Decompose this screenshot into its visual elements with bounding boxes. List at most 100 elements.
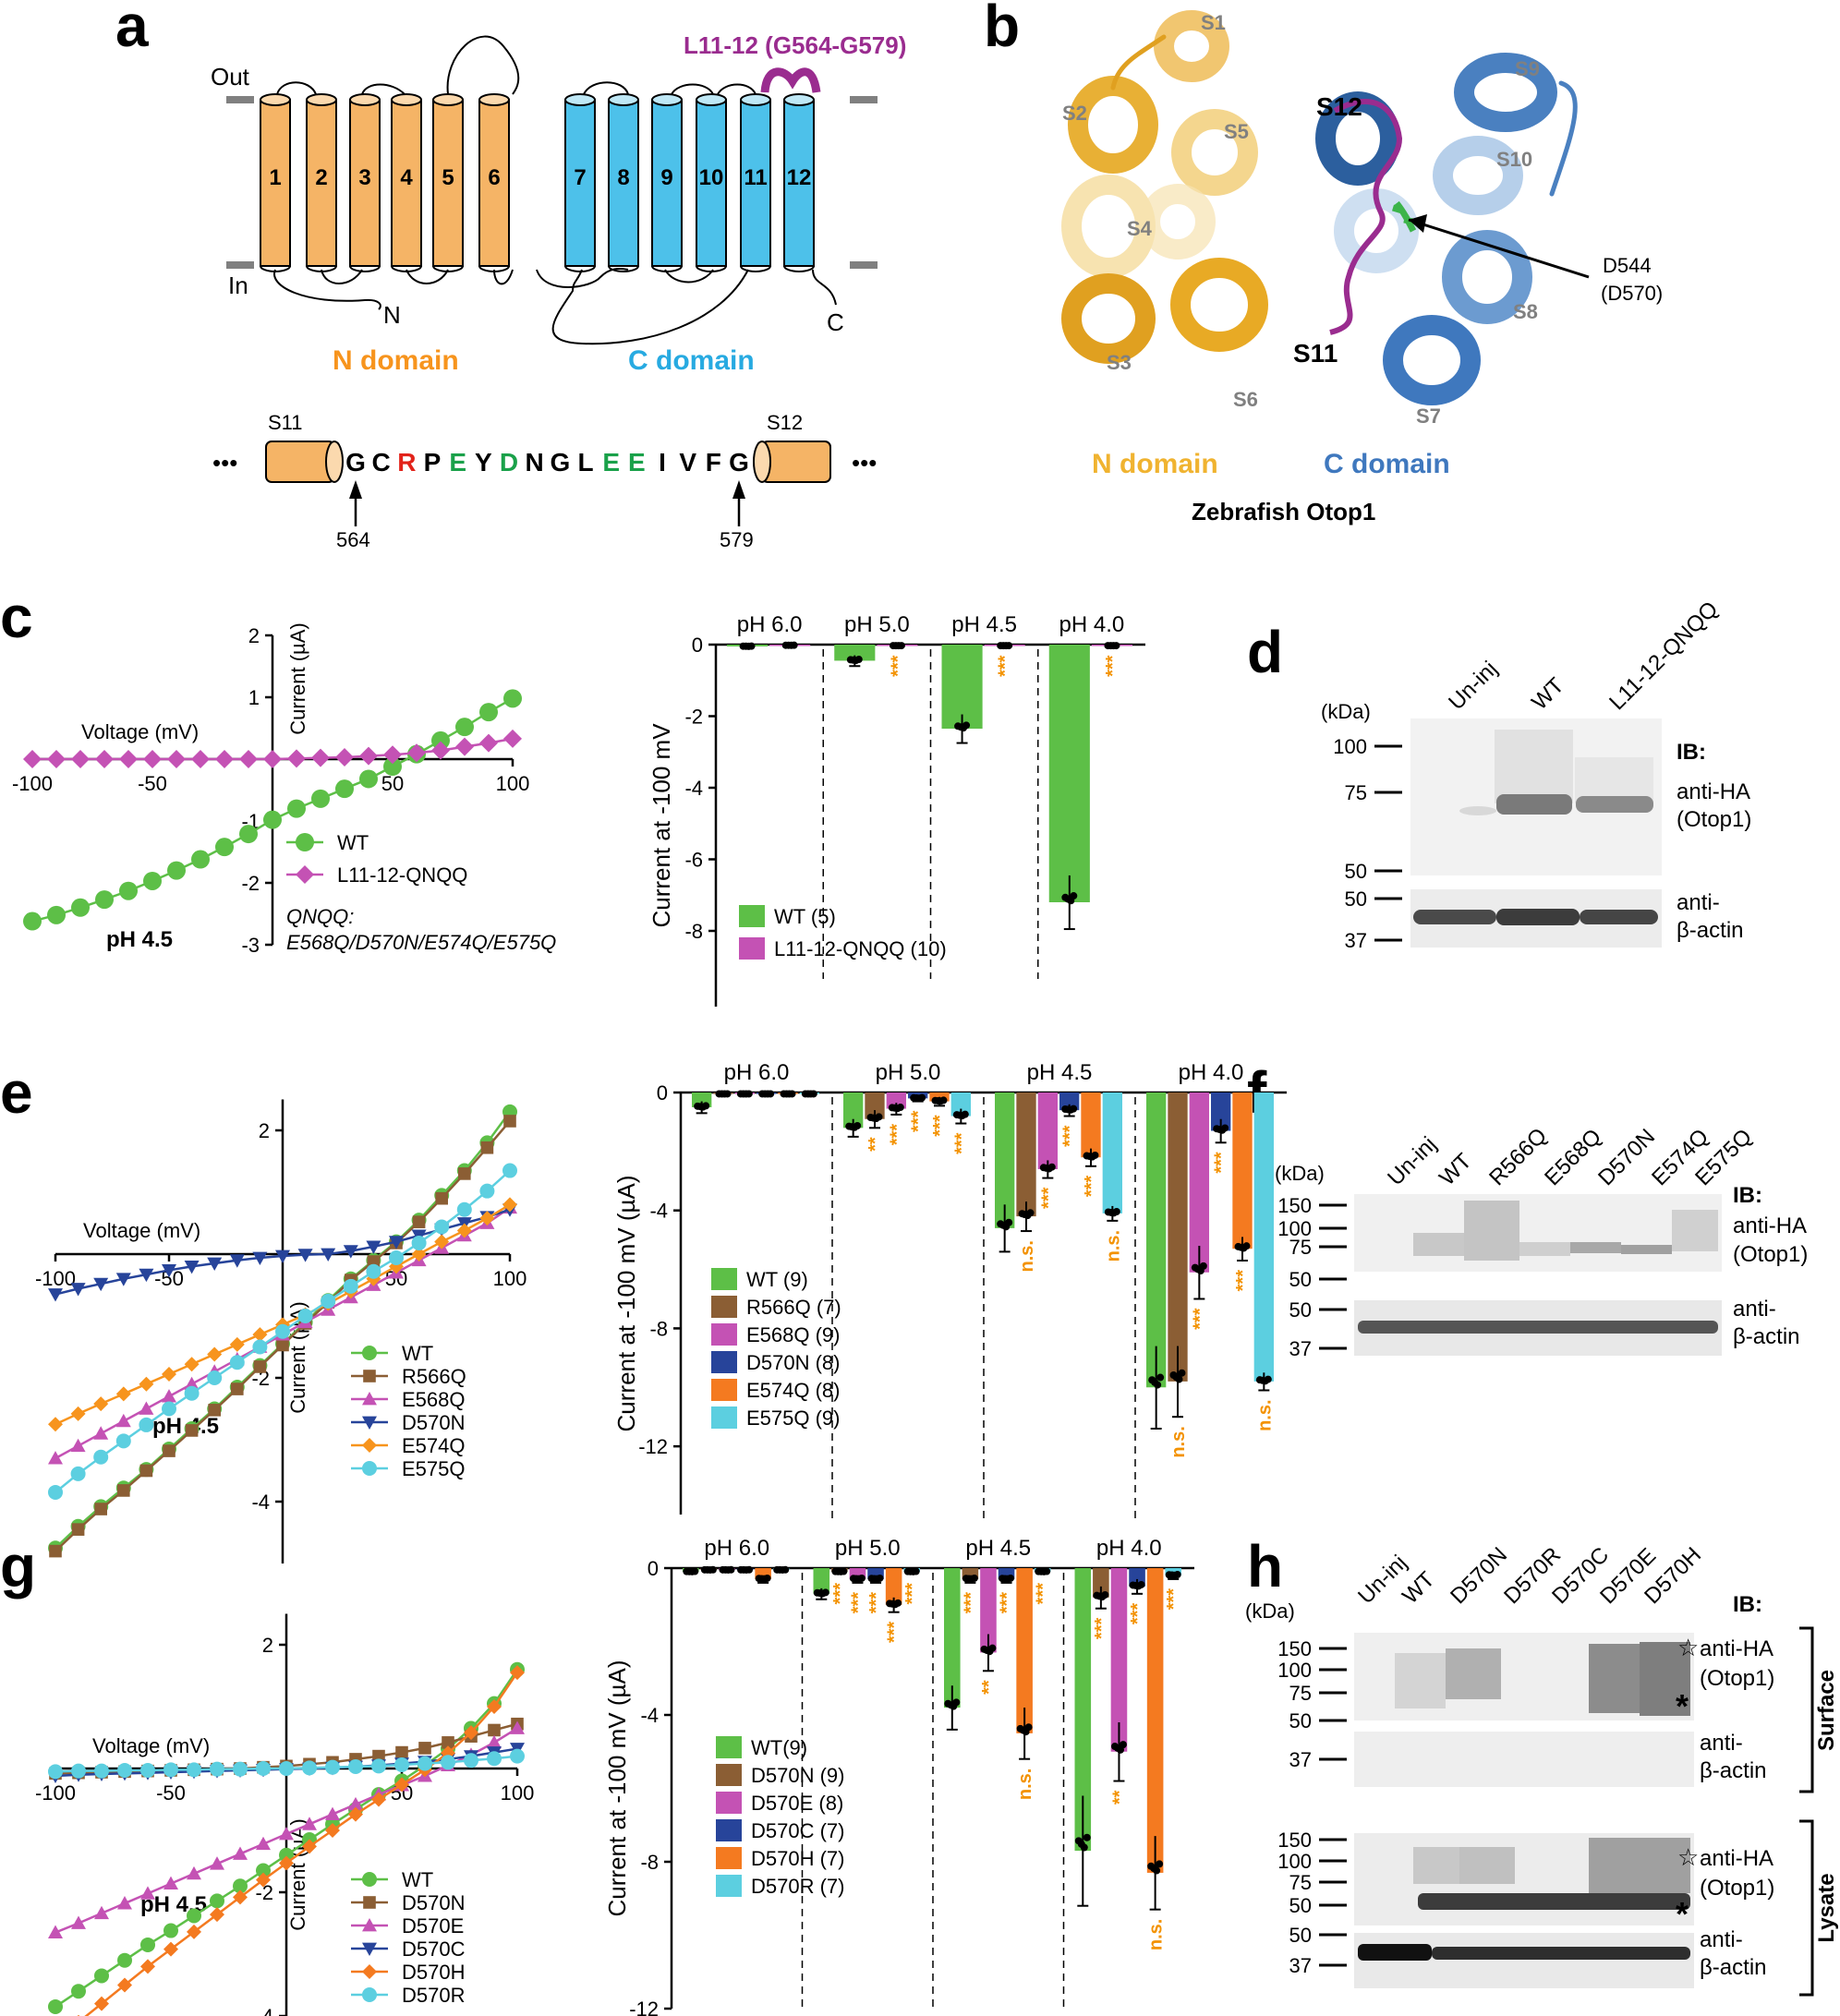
legend-label: WT(9)	[751, 1736, 807, 1759]
helix-3-cap	[349, 93, 381, 106]
data-point	[790, 641, 798, 649]
data-point	[1119, 1741, 1127, 1749]
marker-75: 75	[1345, 781, 1367, 804]
structure-label-s4: S4	[1127, 217, 1153, 240]
data-point	[348, 1806, 363, 1822]
significance-label: ***	[830, 1583, 851, 1605]
data-point	[207, 1257, 223, 1272]
category-label: pH 4.5	[951, 612, 1017, 637]
legend-marker	[296, 833, 314, 851]
data-point	[1154, 1381, 1162, 1389]
data-point	[163, 1923, 178, 1938]
legend-label: L11-12-QNQQ (10)	[774, 937, 947, 960]
legend-label: E568Q	[402, 1388, 466, 1411]
data-point	[1112, 642, 1120, 650]
data-point	[229, 1336, 245, 1352]
residue-573: L	[577, 448, 593, 477]
data-point	[187, 1908, 201, 1924]
significance-label: ***	[998, 1592, 1018, 1614]
bar	[1081, 1093, 1101, 1158]
bar	[1016, 1093, 1036, 1217]
data-point	[366, 1263, 381, 1279]
blot-f-otop1: (Otop1)	[1733, 1242, 1808, 1267]
legend-marker	[362, 1461, 377, 1476]
blot-h-lysate-otop1: (Otop1)	[1700, 1876, 1774, 1901]
data-point	[348, 1796, 363, 1811]
data-point	[418, 1742, 431, 1755]
data-point	[287, 799, 306, 818]
bar	[1093, 1568, 1109, 1598]
panel-label-d: d	[1247, 619, 1283, 685]
blot-h-bands	[1358, 1642, 1690, 1961]
bar	[1146, 1568, 1164, 1873]
data-point	[256, 1761, 271, 1776]
bar	[1232, 1093, 1253, 1249]
data-point	[47, 905, 66, 924]
data-point	[115, 1433, 131, 1449]
residue-568: E	[449, 448, 466, 477]
data-point	[1173, 1570, 1181, 1578]
data-point	[372, 1749, 385, 1763]
helix-12-label: 12	[787, 165, 812, 190]
data-point	[276, 1338, 289, 1352]
structure-label-s10: S10	[1496, 148, 1532, 171]
legend-swatch	[711, 1406, 737, 1429]
residue-572: G	[550, 448, 570, 477]
residue-564: G	[345, 448, 366, 477]
y-tick-label: -2	[255, 1881, 273, 1904]
legend-label: E575Q (9)	[746, 1406, 841, 1430]
bar	[950, 1093, 971, 1117]
data-point	[94, 1905, 109, 1920]
data-point	[252, 1339, 268, 1355]
significance-label: ***	[1164, 1588, 1184, 1611]
legend-swatch	[716, 1792, 742, 1814]
legend-swatch	[711, 1379, 737, 1401]
blot-h-surface-anti: anti-	[1700, 1731, 1743, 1756]
bar	[1110, 1568, 1128, 1752]
c-domain-helices	[1315, 53, 1578, 405]
category-label: pH 5.0	[835, 1536, 901, 1561]
legend-swatch	[739, 905, 765, 927]
helix-7-label: 7	[574, 165, 586, 190]
data-point	[71, 898, 90, 917]
legend-swatch	[716, 1736, 742, 1758]
data-point	[48, 1925, 63, 1938]
residue-579: G	[729, 448, 749, 477]
data-point	[191, 750, 210, 768]
data-point	[1026, 1209, 1035, 1217]
data-point	[1156, 1860, 1164, 1868]
data-point	[279, 1827, 294, 1841]
data-point	[435, 1191, 448, 1205]
blot-h-surface-anti-ha: anti-HA	[1700, 1636, 1773, 1661]
significance-label: n.s.	[1017, 1240, 1037, 1272]
data-point	[184, 1261, 200, 1274]
data-point	[479, 1183, 495, 1199]
data-point	[184, 1376, 200, 1391]
data-point	[456, 1201, 472, 1217]
helix-2-cap	[306, 93, 337, 106]
data-point	[456, 1223, 472, 1238]
legend-label: WT	[402, 1342, 433, 1365]
s12-structure-label: S12	[1316, 92, 1362, 121]
out-label: Out	[211, 63, 250, 91]
data-point	[95, 750, 114, 768]
legend-marker	[362, 1987, 377, 2002]
data-point	[1178, 1369, 1186, 1377]
structure-label-s9: S9	[1515, 57, 1540, 80]
data-point	[162, 1389, 176, 1403]
data-point	[1005, 1218, 1013, 1226]
blot-f-ha-membrane	[1354, 1194, 1722, 1272]
ph-annotation: pH 4.5	[106, 927, 173, 952]
structure-label-s3: S3	[1107, 351, 1132, 374]
category-label: pH 4.0	[1179, 1060, 1244, 1085]
bar	[885, 1568, 902, 1605]
blot-h-lysate-anti: anti-	[1700, 1927, 1743, 1952]
helix-1	[260, 99, 291, 267]
data-point	[371, 1758, 386, 1774]
data-point	[279, 1855, 294, 1871]
data-point	[48, 1288, 63, 1302]
blot-h-surface-actin-label: β-actin	[1700, 1758, 1767, 1783]
data-point	[503, 729, 522, 748]
